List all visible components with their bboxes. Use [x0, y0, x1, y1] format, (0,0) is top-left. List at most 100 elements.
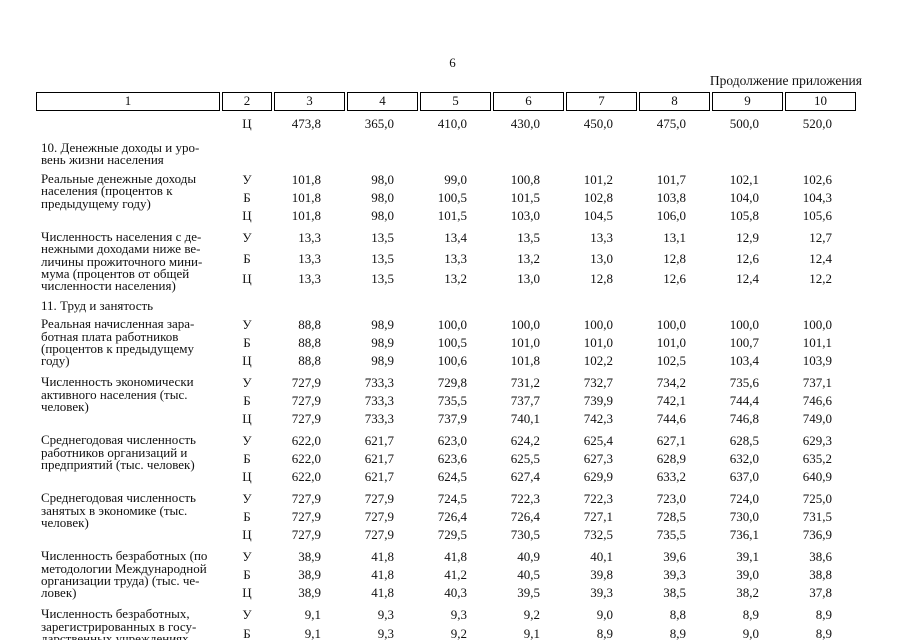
- table-row: Ц 101,8 98,0 101,5 103,0 104,5 106,0 105,8 105,6: [36, 209, 856, 227]
- value-cell: 13,3: [298, 229, 321, 245]
- value-cell: 100,0: [729, 317, 759, 333]
- value-cell: 41,8: [371, 549, 394, 565]
- value-cell: 38,2: [736, 585, 759, 601]
- value-cell: 98,9: [371, 353, 394, 369]
- value-cell: 13,5: [371, 271, 394, 287]
- value-cell: 410,0: [437, 116, 467, 131]
- table-row: Б 13,3 13,5 13,3 13,2 13,0 12,8 12,6 12,4: [36, 252, 856, 272]
- column-header: 10: [785, 92, 856, 111]
- column-header: 3: [274, 92, 345, 111]
- variant-code: У: [242, 433, 252, 449]
- value-cell: 737,1: [802, 375, 832, 391]
- section-row: 11. Труд и занятость: [36, 293, 856, 314]
- value-cell: 103,0: [510, 207, 540, 223]
- value-cell: 103,9: [802, 353, 832, 369]
- value-cell: 106,0: [656, 207, 686, 223]
- table-row: Численность экономически активного насел…: [36, 372, 856, 413]
- page-number: 6: [449, 55, 456, 70]
- value-cell: 628,9: [656, 451, 686, 467]
- value-cell: 724,0: [729, 491, 759, 507]
- value-cell: 12,6: [663, 271, 686, 287]
- value-cell: 733,3: [364, 393, 394, 409]
- value-cell: 622,0: [291, 469, 321, 485]
- value-cell: 101,5: [437, 207, 467, 223]
- value-cell: 746,8: [729, 411, 759, 427]
- value-cell: 740,1: [510, 411, 540, 427]
- variant-code: Ц: [242, 207, 252, 223]
- continuation-note: Продолжение приложения: [709, 73, 862, 88]
- value-cell: 100,0: [656, 317, 686, 333]
- value-cell: 98,0: [371, 189, 394, 205]
- value-cell: 41,8: [444, 549, 467, 565]
- value-cell: 9,0: [742, 625, 759, 640]
- variant-code: Ц: [242, 469, 252, 485]
- value-cell: 39,6: [663, 549, 686, 565]
- value-cell: 9,1: [304, 625, 321, 640]
- value-cell: 100,0: [802, 317, 832, 333]
- value-cell: 726,4: [510, 509, 540, 525]
- value-cell: 101,1: [802, 335, 832, 351]
- value-cell: 100,5: [437, 189, 467, 205]
- value-cell: 41,8: [371, 585, 394, 601]
- table-row: Численность безработных (по методологии …: [36, 546, 856, 599]
- value-cell: 9,2: [523, 607, 540, 623]
- value-cell: 727,9: [291, 411, 321, 427]
- appendix-table: 1 2 3 4 5 6 7 8 9 10 Ц 473,8 365,0 410,0 430,0 450,0 47…: [34, 92, 858, 640]
- column-header: 9: [712, 92, 783, 111]
- variant-code: Б: [243, 509, 251, 525]
- value-cell: 13,3: [298, 271, 321, 287]
- value-cell: 8,9: [669, 625, 686, 640]
- value-cell: 105,6: [802, 207, 832, 223]
- value-cell: 13,0: [590, 250, 613, 266]
- value-cell: 727,9: [291, 393, 321, 409]
- column-header: 1: [36, 92, 220, 111]
- value-cell: 13,3: [444, 250, 467, 266]
- value-cell: 450,0: [583, 116, 613, 131]
- value-cell: 727,9: [291, 375, 321, 391]
- table-row: Б 88,8 98,9 100,5 101,0 101,0 101,0 100,7 101,1: [36, 336, 856, 354]
- value-cell: 100,0: [437, 317, 467, 333]
- value-cell: 100,0: [510, 317, 540, 333]
- section-heading: 10. Денежные доходы и уро- вень жизни на…: [41, 140, 200, 168]
- value-cell: 729,8: [437, 375, 467, 391]
- value-cell: 621,7: [364, 469, 394, 485]
- value-cell: 12,4: [809, 250, 832, 266]
- value-cell: 13,2: [517, 250, 540, 266]
- value-cell: 365,0: [364, 116, 394, 131]
- indicator-label: Численность экономически активного насел…: [41, 374, 194, 415]
- table-row: Б 727,9 733,3 735,5 737,7 739,9 742,1 744,4 746,…: [36, 394, 856, 412]
- value-cell: 640,9: [802, 469, 832, 485]
- value-cell: 101,0: [583, 335, 613, 351]
- value-cell: 632,0: [729, 451, 759, 467]
- value-cell: 727,9: [291, 509, 321, 525]
- value-cell: 100,0: [583, 317, 613, 333]
- value-cell: 12,9: [736, 229, 759, 245]
- value-cell: 100,5: [437, 335, 467, 351]
- value-cell: 722,3: [583, 491, 613, 507]
- value-cell: 38,9: [298, 585, 321, 601]
- value-cell: 624,5: [437, 469, 467, 485]
- value-cell: 637,0: [729, 469, 759, 485]
- indicator-label: Реальная начисленная зара- ботная плата …: [41, 316, 195, 369]
- value-cell: 520,0: [802, 116, 832, 131]
- value-cell: 624,2: [510, 433, 540, 449]
- value-cell: 12,6: [736, 250, 759, 266]
- value-cell: 101,8: [291, 207, 321, 223]
- value-cell: 737,7: [510, 393, 540, 409]
- value-cell: 41,8: [371, 567, 394, 583]
- value-cell: 101,8: [291, 189, 321, 205]
- value-cell: 39,3: [663, 567, 686, 583]
- value-cell: 98,0: [371, 171, 394, 187]
- value-cell: 430,0: [510, 116, 540, 131]
- table-row: Ц 13,3 13,5 13,2 13,0 12,8 12,6 12,4 12,2: [36, 272, 856, 293]
- indicator-label: [36, 111, 220, 135]
- value-cell: 101,0: [656, 335, 686, 351]
- value-cell: 744,4: [729, 393, 759, 409]
- variant-code: Б: [243, 567, 251, 583]
- value-cell: 733,3: [364, 375, 394, 391]
- value-cell: 727,1: [583, 509, 613, 525]
- value-cell: 38,5: [663, 585, 686, 601]
- column-header: 7: [566, 92, 637, 111]
- value-cell: 742,1: [656, 393, 686, 409]
- value-cell: 100,8: [510, 171, 540, 187]
